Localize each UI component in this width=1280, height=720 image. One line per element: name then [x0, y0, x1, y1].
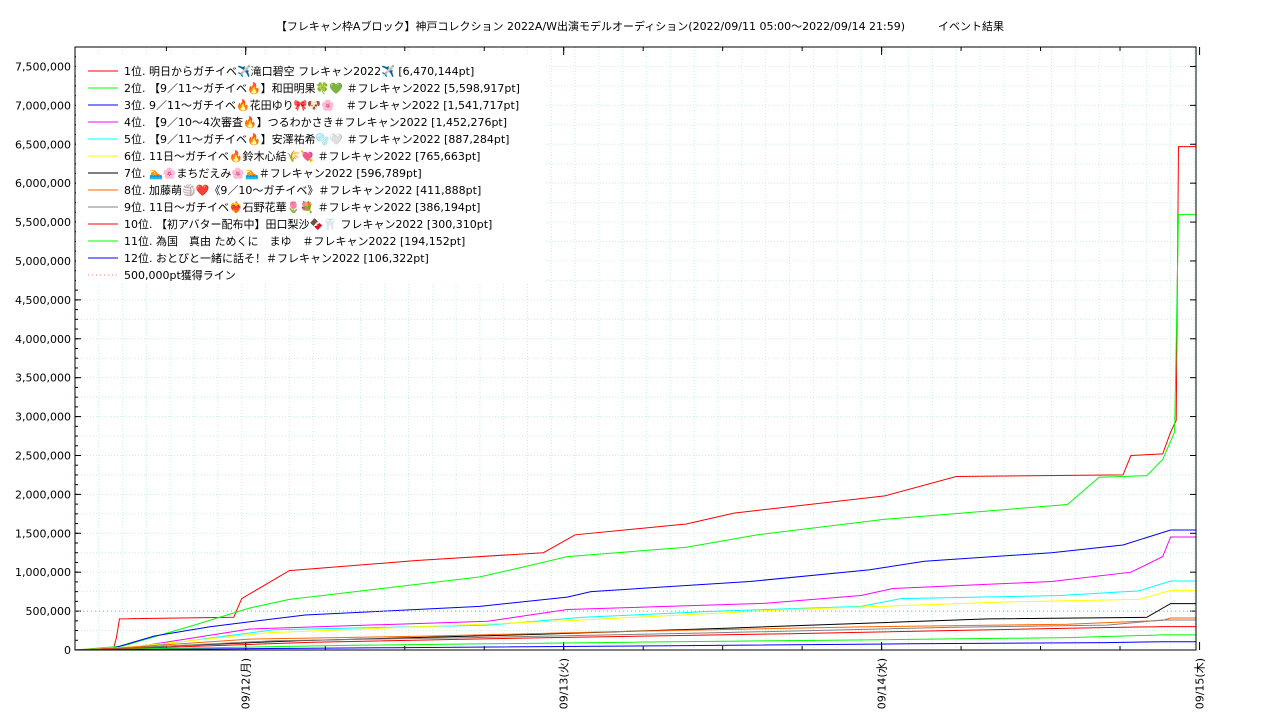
legend-label: 12位. おとびと一緒に話そ！＃フレキャン2022 [106,322pt]: [124, 251, 429, 265]
x-tick-label: 09/12(月): [240, 658, 253, 709]
plot-frame: [74, 46, 1197, 651]
series-line-6: [74, 589, 1196, 651]
series-line-12: [74, 641, 1196, 651]
series-line-11: [74, 634, 1196, 651]
series-line-10: [74, 626, 1196, 651]
y-tick-label: 6,000,000: [15, 177, 71, 190]
y-tick-label: 7,000,000: [15, 99, 71, 112]
chart-title: 【フレキャン枠Aブロック】神戸コレクション 2022A/W出演モデルオーディショ…: [275, 20, 1005, 33]
legend-label: 4位. 【9／10〜4次審査🔥】つるわかさき＃フレキャン2022 [1,452,…: [124, 115, 507, 129]
series-line-4: [74, 536, 1196, 651]
y-tick-label: 7,500,000: [15, 60, 71, 73]
legend-label: 1位. 明日からガチイベ✈️滝口碧空 フレキャン2022✈️ [6,470,14…: [124, 64, 474, 78]
y-tick-label: 2,500,000: [15, 449, 71, 462]
y-tick-label: 3,000,000: [15, 411, 71, 424]
legend-label: 500,000pt獲得ライン: [124, 269, 236, 282]
y-tick-label: 0: [64, 644, 71, 657]
y-tick-label: 1,500,000: [15, 527, 71, 540]
series-line-9: [74, 619, 1196, 651]
x-tick-label: 09/15(木): [1194, 658, 1207, 709]
legend-label: 3位. 9／11〜ガチイベ🔥花田ゆり🎀🐶🌸 ＃フレキャン2022 [1,541,…: [124, 98, 519, 112]
series-line-1: [75, 146, 1196, 651]
y-tick-label: 2,000,000: [15, 488, 71, 501]
legend-label: 7位. 🏊🌸まちだえみ🌸🏊＃フレキャン2022 [596,789pt]: [124, 166, 422, 180]
series-line-8: [74, 617, 1196, 651]
y-tick-label: 4,500,000: [15, 294, 71, 307]
legend-label: 9位. 11日〜ガチイベ❤️‍🔥石野花華🌷💐 ＃フレキャン2022 [386,1…: [124, 200, 480, 214]
series-line-5: [74, 580, 1196, 651]
x-tick-label: 09/13(火): [558, 658, 571, 709]
legend-label: 6位. 11日〜ガチイベ🔥鈴木心結🌾💘 ＃フレキャン2022 [765,663p…: [124, 149, 480, 163]
y-tick-label: 1,000,000: [15, 566, 71, 579]
y-tick-label: 6,500,000: [15, 138, 71, 151]
legend-label: 2位. 【9／11〜ガチイベ🔥】和田明果🍀💚 ＃フレキャン2022 [5,598…: [124, 81, 520, 95]
y-tick-label: 3,500,000: [15, 372, 71, 385]
y-tick-label: 4,000,000: [15, 333, 71, 346]
y-tick-label: 5,000,000: [15, 255, 71, 268]
legend-label: 5位. 【9／11〜ガチイベ🔥】安澤祐希🫧🤍 ＃フレキャン2022 [887,2…: [124, 132, 509, 146]
legend-label: 11位. 為国 真由 ためくに まゆ ＃フレキャン2022 [194,152pt…: [124, 234, 465, 248]
series-line-3: [75, 529, 1196, 651]
y-tick-label: 5,500,000: [15, 216, 71, 229]
legend-box: [76, 55, 546, 282]
series-line-2: [74, 213, 1196, 651]
x-tick-label: 09/14(水): [876, 658, 889, 709]
y-tick-label: 500,000: [26, 605, 72, 618]
legend-label: 8位. 加藤萌🏐❤️《9／10〜ガチイベ》＃フレキャン2022 [411,888…: [124, 183, 481, 197]
legend-label: 10位. 【初アバター配布中】田口梨沙🍫🦷 フレキャン2022 [300,310…: [124, 217, 492, 231]
